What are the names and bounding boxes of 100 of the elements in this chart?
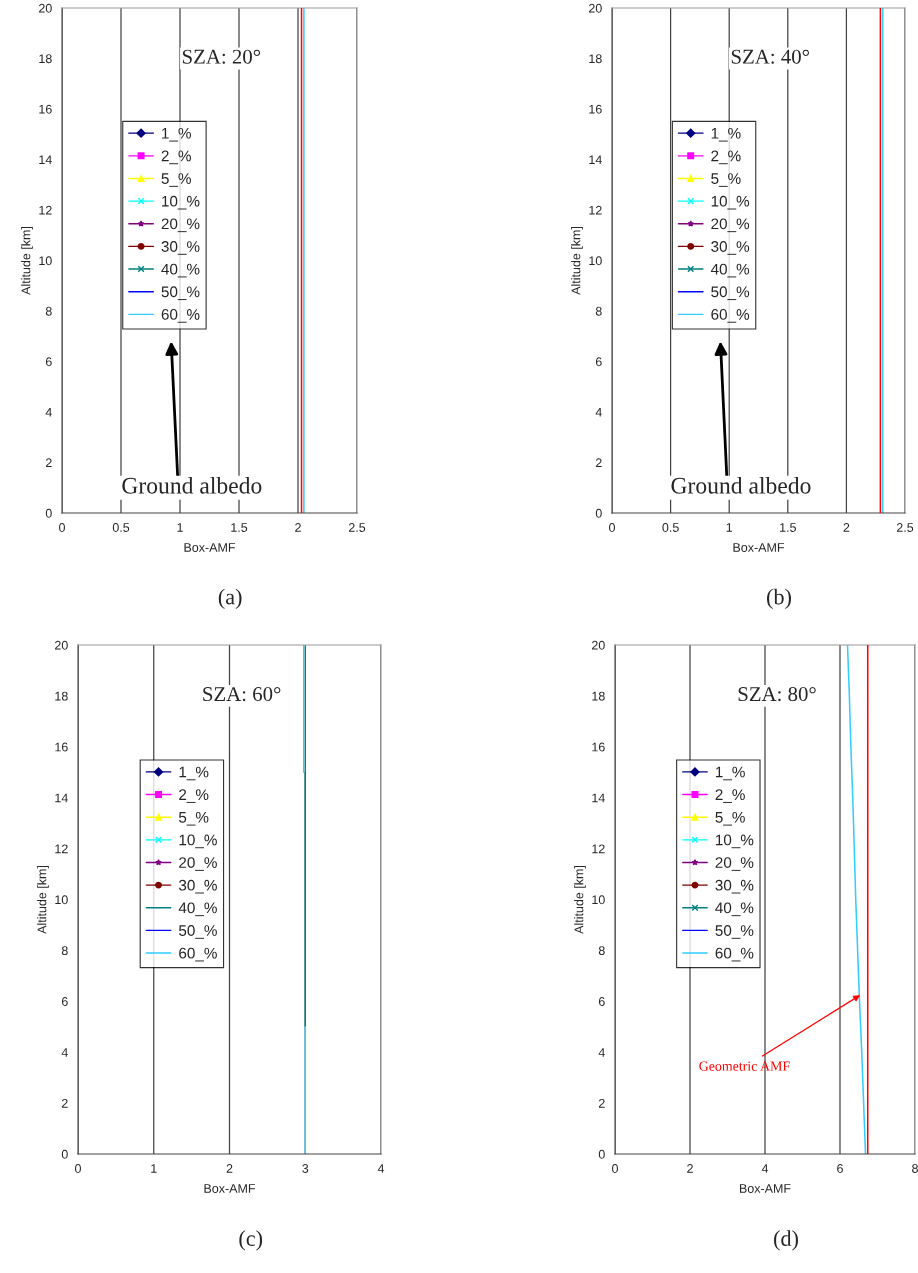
y-tick-label: 18 <box>592 691 605 701</box>
x-tick-label: 3 <box>302 1164 309 1173</box>
text: SZA: 20° <box>182 49 261 64</box>
legend-label: 1_% <box>711 127 741 142</box>
legend-label: 30_% <box>715 879 754 894</box>
legend-label: 20_% <box>711 218 750 233</box>
annotation: Ground albedo <box>122 477 262 494</box>
y-tick-label: 4 <box>45 407 52 417</box>
y-tick-label: 8 <box>61 946 68 956</box>
legend-label: 50_% <box>161 286 200 301</box>
y-tick-label: 14 <box>55 793 68 803</box>
x-tick-label: 0 <box>609 523 615 532</box>
y-tick-label: 6 <box>595 357 602 367</box>
legend-label: 2_% <box>711 150 741 165</box>
x-axis-title: Box-AMF <box>204 1184 256 1193</box>
y-tick-label: 0 <box>598 1149 605 1159</box>
legend-label: 40_% <box>710 263 750 278</box>
legend-label: 5_% <box>715 811 745 826</box>
y-tick-label: 0 <box>61 1149 68 1159</box>
y-tick-label: 18 <box>39 54 52 64</box>
legend-label: 2_% <box>715 789 745 803</box>
legend-label: 10_% <box>716 834 754 849</box>
text: (a) <box>218 588 242 609</box>
y-tick-label: 16 <box>592 742 605 752</box>
y-tick-label: 20 <box>55 640 68 650</box>
legend-label: 30_% <box>711 241 750 255</box>
y-tick-label: 4 <box>595 407 602 417</box>
y-tick-label: 0 <box>45 508 52 518</box>
x-tick-label: 6 <box>837 1164 843 1173</box>
y-tick-label: 6 <box>61 997 68 1006</box>
legend-label: 10_% <box>711 195 750 210</box>
legend-label: 2_% <box>179 789 209 803</box>
x-tick-label: 2.5 <box>896 523 914 532</box>
x-tick-label: 1.5 <box>780 523 796 532</box>
y-axis-title: Altitude [km] <box>37 866 49 934</box>
y-tick-label: 12 <box>592 844 605 854</box>
legend-label: 20_% <box>179 857 217 871</box>
y-tick-label: 6 <box>45 357 52 367</box>
x-tick-label: 2 <box>687 1164 693 1173</box>
y-tick-label: 18 <box>589 54 602 64</box>
y-axis-title: Altitude [km] <box>21 227 33 295</box>
x-tick-label: 2 <box>226 1164 233 1173</box>
x-tick-label: 1 <box>151 1164 157 1173</box>
x-tick-label: 1 <box>177 523 183 532</box>
text: SZA: 80° <box>738 687 816 702</box>
y-tick-label: 2 <box>595 458 602 468</box>
line-series <box>303 8 305 513</box>
y-tick-label: 16 <box>589 104 602 114</box>
x-tick-label: 2 <box>295 523 301 532</box>
legend-label: 60_% <box>179 947 217 962</box>
legend-label: 60_% <box>161 309 200 323</box>
x-axis-title: Box-AMF <box>733 543 785 552</box>
legend-label: 30_% <box>161 241 200 255</box>
legend-label: 20_% <box>715 857 754 871</box>
y-tick-label: 8 <box>598 946 605 956</box>
legend-label: 5_% <box>711 173 741 187</box>
y-tick-label: 0 <box>595 508 602 518</box>
legend-label: 1_% <box>179 766 209 781</box>
y-tick-label: 20 <box>592 640 605 650</box>
x-tick-label: 0 <box>612 1164 618 1173</box>
y-tick-label: 4 <box>598 1048 605 1057</box>
legend-label: 40_% <box>715 902 754 917</box>
legend-label: 50_% <box>715 925 754 939</box>
legend-label: 5_% <box>161 173 191 187</box>
y-tick-label: 14 <box>592 793 605 803</box>
legend-label: 40_% <box>161 263 200 278</box>
y-tick-label: 14 <box>589 155 602 165</box>
x-tick-label: 0.5 <box>112 523 130 532</box>
y-tick-label: 12 <box>55 844 68 854</box>
legend-label: 60_% <box>711 309 750 323</box>
annotation: Ground albedo <box>671 477 811 494</box>
text: SZA: 60° <box>203 687 281 702</box>
y-tick-label: 2 <box>598 1098 605 1108</box>
legend-label: 20_% <box>161 218 200 233</box>
y-tick-label: 12 <box>589 205 602 215</box>
x-tick-label: 4 <box>761 1164 769 1173</box>
y-tick-label: 16 <box>55 742 68 752</box>
y-tick-label: 12 <box>39 205 52 215</box>
y-axis-title: Altitude [km] <box>571 227 583 295</box>
y-tick-label: 10 <box>589 256 602 266</box>
x-axis-title: Box-AMF <box>184 543 236 552</box>
legend-label: 1_% <box>716 766 745 781</box>
text: (d) <box>774 1230 798 1251</box>
text: SZA: 40° <box>731 49 809 64</box>
x-tick-label: 2 <box>843 523 850 532</box>
y-axis-title: Altitude [km] <box>574 866 586 934</box>
legend-label: 10_% <box>162 195 200 210</box>
x-tick-label: 1.5 <box>231 523 248 532</box>
x-tick-label: 2.5 <box>348 523 366 532</box>
legend-label: 40_% <box>178 902 217 917</box>
y-tick-label: 4 <box>61 1048 68 1057</box>
y-tick-label: 10 <box>39 256 52 266</box>
legend-label: 2_% <box>161 150 191 165</box>
y-tick-label: 8 <box>45 306 52 316</box>
line-series <box>846 645 867 1154</box>
x-tick-label: 0 <box>75 1164 81 1173</box>
y-tick-label: 10 <box>55 895 68 905</box>
legend-label: 60_% <box>715 947 754 962</box>
legend-label: 1_% <box>162 127 191 142</box>
y-tick-label: 10 <box>592 895 605 905</box>
